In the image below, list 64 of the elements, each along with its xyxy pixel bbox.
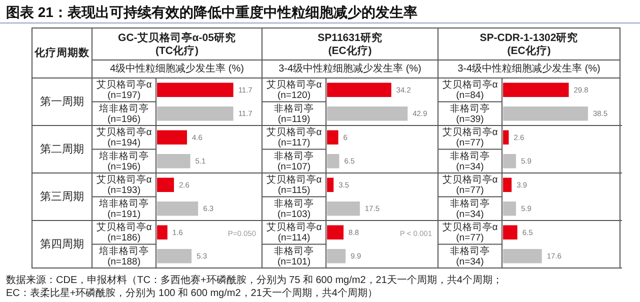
y-tick-label: 艾贝格司亭α (n=193) xyxy=(96,173,152,196)
y-tick-label: 艾贝格司亭α (n=120) xyxy=(266,78,322,101)
text: 第四周期 xyxy=(40,238,84,250)
text: 第一周期 xyxy=(40,96,84,108)
x-axis-title: 4级中性粒细胞减少发生率 (%) xyxy=(110,62,244,74)
text: 化疗周期数 xyxy=(34,46,90,59)
y-tick-label: 培非格司亭 (n=191) xyxy=(98,196,149,220)
y-tick-label: 培非格司亭 (n=188) xyxy=(98,244,149,267)
bar xyxy=(503,249,542,264)
y-tick-label: 艾贝格司亭α (n=186) xyxy=(96,220,152,244)
y-tick-label: 艾贝格司亭α (n=77) xyxy=(442,126,498,148)
y-tick-label: 非格司亭 (n=107) xyxy=(274,149,314,172)
chart-subtitle: (EC化疗) xyxy=(328,44,372,57)
y-tick-label: 艾贝格司亭α (n=197) xyxy=(96,78,152,101)
bar xyxy=(157,154,190,168)
bar xyxy=(327,154,340,168)
y-tick-label: 艾贝格司亭α (n=114) xyxy=(266,220,322,244)
bar xyxy=(327,178,334,192)
bar xyxy=(327,82,392,97)
bar xyxy=(503,106,588,121)
chart-title: SP11631研究 xyxy=(318,31,382,44)
y-tick-label: 艾贝格司亭α (n=84) xyxy=(442,78,498,101)
x-axis-title: 3-4级中性粒细胞减少发生率 (%) xyxy=(278,62,422,74)
y-tick-label: 艾贝格司亭α (n=77) xyxy=(442,220,498,244)
y-tick-label: 培非格司亭 (n=196) xyxy=(98,102,149,124)
chart-title: SP-CDR-1-1302研究 xyxy=(480,31,578,44)
bar xyxy=(327,225,344,240)
bar xyxy=(503,154,516,168)
y-tick-label: 非格司亭 (n=34) xyxy=(450,149,490,172)
y-tick-label: 艾贝格司亭α (n=115) xyxy=(266,173,322,196)
bar xyxy=(157,249,192,264)
chart-subtitle: (TC化疗) xyxy=(156,44,198,57)
bar xyxy=(503,82,569,97)
bar xyxy=(157,202,198,216)
y-tick-label: 非格司亭 (n=101) xyxy=(274,244,314,267)
bar xyxy=(327,249,346,264)
text: 第三周期 xyxy=(40,190,84,203)
bar xyxy=(327,202,360,216)
text: 图表 21：表现出可持续有效的降低中重度中性粒细胞减少的发生率 xyxy=(6,4,418,20)
bar xyxy=(503,225,518,240)
bar xyxy=(327,106,408,121)
bar xyxy=(503,202,516,216)
bar xyxy=(157,106,234,121)
y-tick-label: 非格司亭 (n=39) xyxy=(450,102,490,124)
bar xyxy=(503,178,512,192)
y-tick-label: 非格司亭 (n=34) xyxy=(450,244,490,267)
y-tick-label: 非格司亭 (n=119) xyxy=(274,102,314,124)
source-note: 数据来源：CDE，申报材料（TC：多西他赛+环磷酰胺，分别为 75 和 600 mg/m2，21天一个周期，共4个周期；EC：表柔比星+环磷酰胺，分别为 100 和 600 mg/m2，21天一个周期，共4个周期） xyxy=(6,274,502,299)
y-tick-label: 非格司亭 (n=34) xyxy=(450,196,490,220)
bar xyxy=(327,130,338,144)
bar xyxy=(157,225,168,240)
y-tick-label: 艾贝格司亭α (n=77) xyxy=(442,173,498,196)
text: 第二周期 xyxy=(40,143,84,156)
bar xyxy=(503,130,509,144)
bar xyxy=(157,178,174,192)
bar xyxy=(157,82,234,97)
bar xyxy=(157,130,188,144)
y-tick-label: 培非格司亭 (n=196) xyxy=(98,149,149,172)
y-tick-label: 非格司亭 (n=103) xyxy=(274,196,314,220)
x-axis-title: 3-4级中性粒细胞减少发生率 (%) xyxy=(458,62,600,74)
y-tick-label: 艾贝格司亭α (n=194) xyxy=(96,126,152,148)
y-tick-label: 艾贝格司亭α (n=117) xyxy=(266,126,322,148)
chart-subtitle: (EC化疗) xyxy=(507,44,551,57)
chart-title: GC-艾贝格司亭α-05研究 xyxy=(118,31,236,44)
